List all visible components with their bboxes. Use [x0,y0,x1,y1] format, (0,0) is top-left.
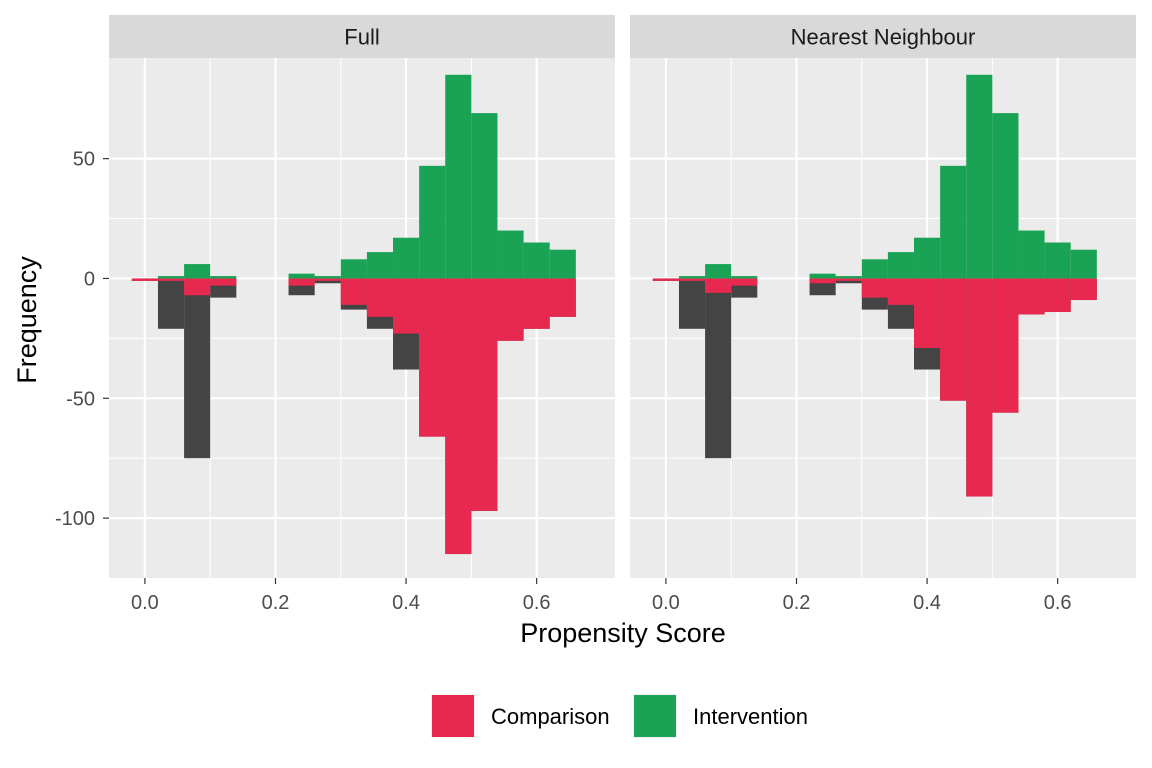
y-tick-label: -50 [66,388,95,410]
bar-comparison-9 [887,278,915,305]
bar-comparison-2 [184,278,211,296]
bar-intervention-8 [340,259,367,279]
bar-comparison-12 [966,278,993,497]
bar-intervention-13 [471,113,498,279]
bar-all-1 [157,278,185,329]
bar-comparison-1 [157,278,185,281]
bar-comparison-13 [471,278,498,511]
bar-intervention-3 [210,276,237,279]
legend-label-comparison: Comparison [491,704,610,729]
bar-comparison-3 [731,278,758,286]
bar-intervention-2 [705,264,732,279]
bar-intervention-12 [445,74,472,279]
bar-comparison-6 [809,278,836,284]
bar-intervention-12 [966,74,993,279]
bar-intervention-9 [887,252,915,279]
bar-comparison-10 [914,278,941,348]
panel-1: Nearest Neighbour 0.0 0.2 0.4 0.6 [630,15,1136,614]
bar-intervention-9 [366,252,394,279]
x-tick-label: 0.6 [523,592,551,614]
bar-comparison-1 [678,278,706,281]
bar-comparison-3 [210,278,237,286]
x-tick-label: 0.4 [913,592,941,614]
legend-swatch-intervention [634,695,676,737]
y-tick-label: 50 [73,149,95,171]
facet-strip [109,15,615,58]
bar-intervention-16 [1070,249,1097,279]
bar-comparison-7 [835,278,862,281]
facet-panels: Full 0.0 0.2 0.4 0.6 50 0 -50 -100 Nearest Neighb… [55,15,1136,614]
x-axis-title: Propensity Score [520,618,726,648]
legend-label-intervention: Intervention [693,704,808,729]
bar-all-2 [705,278,732,459]
bar-comparison-9 [366,278,394,317]
bar-comparison-14 [1018,278,1045,315]
facet-strip [630,15,1136,58]
y-tick-label: 0 [84,268,95,290]
bar-comparison-15 [1044,278,1071,313]
bar-intervention-10 [393,237,420,279]
x-tick-label: 0.4 [392,592,420,614]
bar-intervention-16 [549,249,576,279]
y-tick-label: -100 [55,508,95,530]
bar-intervention-6 [809,273,836,279]
bar-comparison-0 [652,278,679,281]
facet-title: Full [344,25,379,50]
bar-comparison-8 [861,278,888,298]
bar-intervention-8 [861,259,888,279]
x-tick-label: 0.0 [652,592,680,614]
bar-intervention-10 [914,237,941,279]
bar-intervention-3 [731,276,758,279]
x-tick-label: 0.0 [131,592,159,614]
bar-comparison-2 [705,278,732,293]
bar-intervention-11 [940,165,967,279]
facet-title: Nearest Neighbour [791,25,976,50]
legend: Comparison Intervention [431,694,808,738]
bar-intervention-7 [314,276,341,279]
bar-all-1 [678,278,706,329]
bar-intervention-2 [184,264,211,279]
bar-intervention-15 [523,242,550,279]
bar-comparison-14 [497,278,524,341]
bar-comparison-11 [419,278,446,437]
x-tick-label: 0.2 [783,592,811,614]
y-axis-title: Frequency [12,256,42,384]
bar-comparison-8 [340,278,367,305]
panel-0: Full 0.0 0.2 0.4 0.6 50 0 -50 -100 [55,15,615,614]
bar-intervention-14 [1018,230,1045,279]
bar-intervention-15 [1044,242,1071,279]
bar-comparison-10 [393,278,420,334]
bar-comparison-15 [523,278,550,329]
bar-intervention-14 [497,230,524,279]
bar-comparison-12 [445,278,472,555]
bar-intervention-6 [288,273,315,279]
bar-intervention-13 [992,113,1019,279]
bar-comparison-6 [288,278,315,286]
bar-comparison-16 [549,278,576,317]
bar-comparison-0 [131,278,158,281]
bar-intervention-1 [157,276,185,279]
bar-comparison-13 [992,278,1019,413]
x-tick-label: 0.6 [1044,592,1072,614]
x-tick-label: 0.2 [262,592,290,614]
bar-intervention-1 [678,276,706,279]
bar-intervention-7 [835,276,862,279]
bar-comparison-16 [1070,278,1097,301]
legend-swatch-comparison [432,695,474,737]
bar-all-2 [184,278,211,459]
bar-intervention-11 [419,165,446,279]
bar-comparison-11 [940,278,967,401]
bar-comparison-7 [314,278,341,281]
